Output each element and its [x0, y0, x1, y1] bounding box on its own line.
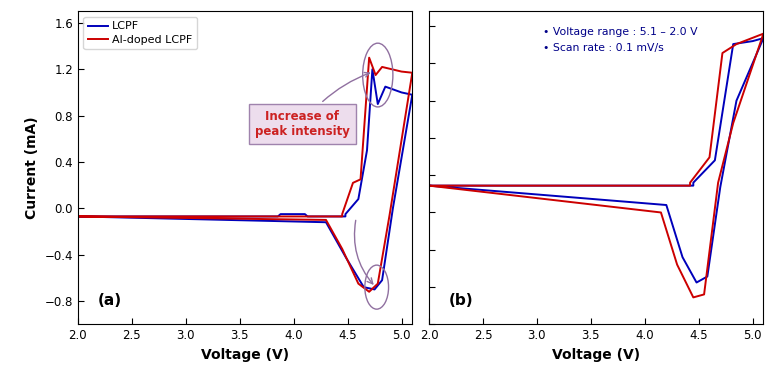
LCPF: [290, 212, 299, 216]
Al-doped LCPF: [298, 214, 308, 219]
Text: (b): (b): [449, 293, 474, 308]
X-axis label: Voltage (V): Voltage (V): [201, 348, 289, 362]
LCPF: [73, 214, 83, 219]
LCPF: [361, 159, 370, 164]
LCPF: [73, 214, 83, 219]
Y-axis label: Current (mA): Current (mA): [25, 116, 39, 219]
LCPF: [370, 287, 379, 292]
Text: (a): (a): [98, 293, 122, 308]
Al-doped LCPF: [178, 214, 187, 219]
Al-doped LCPF: [73, 214, 83, 219]
Text: • Voltage range : 5.1 – 2.0 V
• Scan rate : 0.1 mV/s: • Voltage range : 5.1 – 2.0 V • Scan rat…: [543, 27, 697, 52]
Al-doped LCPF: [365, 55, 374, 60]
Text: Increase of
peak intensity: Increase of peak intensity: [255, 72, 369, 138]
Line: LCPF: LCPF: [78, 69, 412, 290]
Al-doped LCPF: [327, 228, 337, 233]
Line: Al-doped LCPF: Al-doped LCPF: [78, 58, 412, 292]
LCPF: [397, 90, 406, 95]
LCPF: [359, 285, 368, 290]
X-axis label: Voltage (V): Voltage (V): [552, 348, 640, 362]
Al-doped LCPF: [365, 290, 374, 294]
Al-doped LCPF: [73, 214, 83, 219]
Al-doped LCPF: [371, 73, 380, 77]
LCPF: [162, 214, 171, 219]
LCPF: [368, 67, 377, 72]
Al-doped LCPF: [277, 217, 287, 222]
Legend: LCPF, Al-doped LCPF: LCPF, Al-doped LCPF: [83, 17, 197, 49]
Al-doped LCPF: [375, 68, 384, 73]
LCPF: [376, 94, 386, 99]
